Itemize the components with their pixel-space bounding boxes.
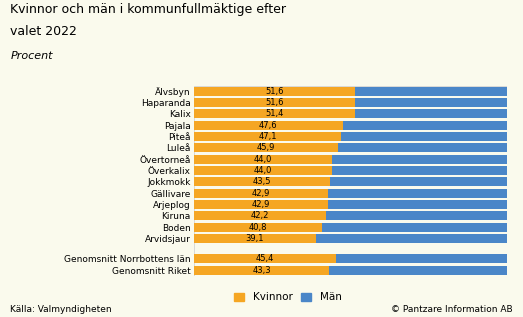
Text: 45,9: 45,9 [256, 143, 275, 152]
Text: 43,3: 43,3 [252, 266, 271, 275]
Text: 45,4: 45,4 [256, 254, 274, 263]
Text: 44,0: 44,0 [253, 155, 272, 164]
Bar [328, 189, 507, 197]
Bar [194, 155, 332, 164]
Text: 51,6: 51,6 [265, 87, 283, 96]
Text: 43,5: 43,5 [253, 177, 271, 186]
Text: 47,1: 47,1 [258, 132, 277, 141]
Bar [194, 178, 330, 186]
Text: 51,4: 51,4 [265, 109, 283, 118]
Bar [194, 234, 316, 243]
Bar [356, 87, 507, 96]
Bar [322, 223, 507, 231]
Bar [343, 121, 507, 130]
Bar [194, 121, 343, 130]
Bar [194, 189, 328, 197]
Bar [356, 98, 507, 107]
Text: 42,9: 42,9 [252, 200, 270, 209]
Text: 39,1: 39,1 [246, 234, 264, 243]
Text: 40,8: 40,8 [248, 223, 267, 232]
Bar [316, 234, 507, 243]
Text: Källa: Valmyndigheten: Källa: Valmyndigheten [10, 305, 112, 314]
Bar [330, 178, 507, 186]
Text: 47,6: 47,6 [259, 121, 278, 130]
Text: 42,9: 42,9 [252, 189, 270, 197]
Legend: Kvinnor, Män: Kvinnor, Män [234, 292, 342, 302]
Text: © Pantzare Information AB: © Pantzare Information AB [391, 305, 513, 314]
Bar [194, 254, 336, 263]
Bar [355, 109, 507, 118]
Text: 51,6: 51,6 [265, 98, 283, 107]
Bar [342, 132, 507, 141]
Bar [194, 98, 356, 107]
Text: valet 2022: valet 2022 [10, 25, 77, 38]
Bar [337, 144, 507, 152]
Bar [194, 109, 355, 118]
Bar [194, 166, 332, 175]
Bar [194, 223, 322, 231]
Text: 42,2: 42,2 [251, 211, 269, 220]
Bar [332, 166, 507, 175]
Bar [194, 200, 328, 209]
Bar [194, 266, 329, 275]
Bar [194, 144, 337, 152]
Text: 44,0: 44,0 [253, 166, 272, 175]
Text: Kvinnor och män i kommunfullmäktige efter: Kvinnor och män i kommunfullmäktige efte… [10, 3, 287, 16]
Bar [328, 200, 507, 209]
Bar [326, 211, 507, 220]
Bar [194, 87, 356, 96]
Bar [332, 155, 507, 164]
Bar [329, 266, 507, 275]
Bar [336, 254, 507, 263]
Bar [194, 132, 342, 141]
Text: Procent: Procent [10, 51, 53, 61]
Bar [194, 211, 326, 220]
